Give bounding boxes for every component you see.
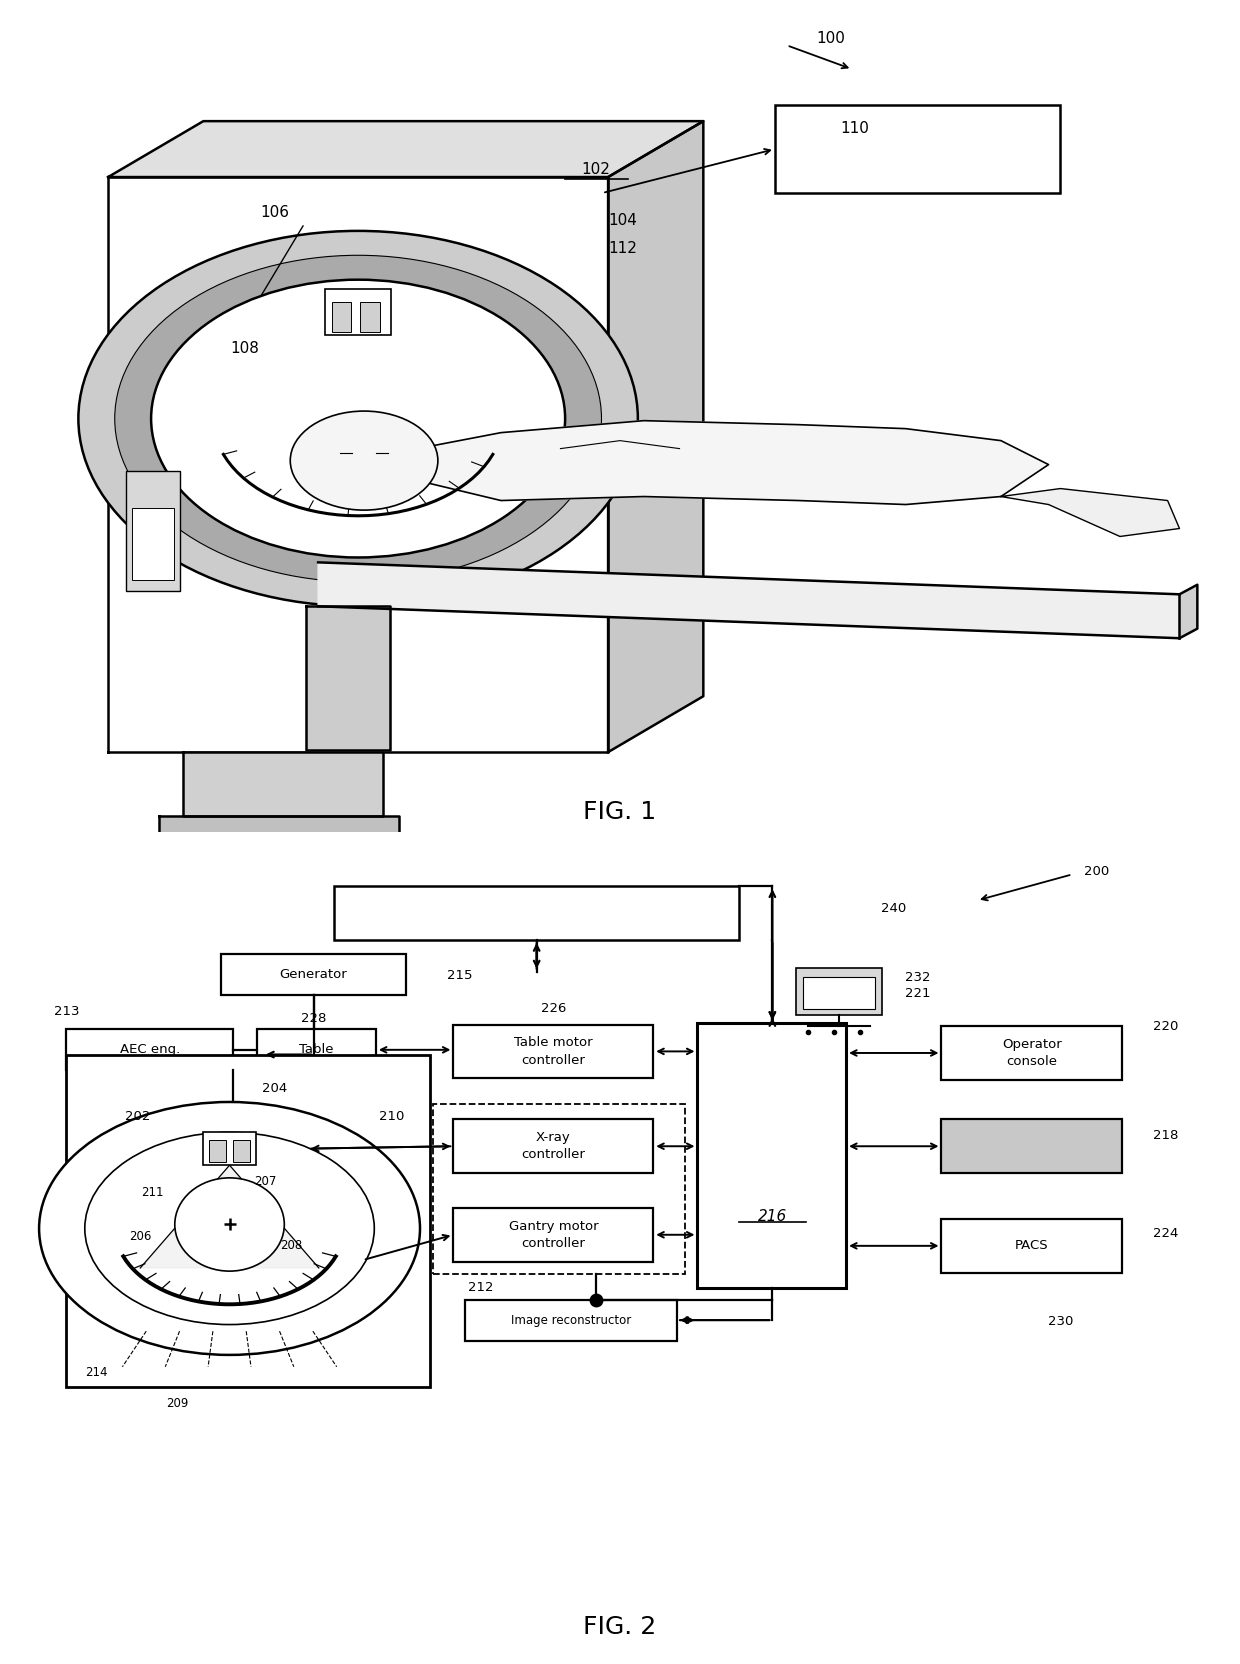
Bar [697,1023,846,1288]
Polygon shape [306,606,389,750]
Polygon shape [1179,584,1198,639]
Bar [433,1105,686,1275]
Text: 207: 207 [254,1175,277,1188]
Text: 224: 224 [1152,1226,1178,1240]
Text: Generator: Generator [279,968,347,982]
Polygon shape [108,121,703,176]
Polygon shape [108,176,608,752]
Polygon shape [184,752,383,815]
Text: console: console [1007,1055,1058,1068]
Text: PACS: PACS [1016,1240,1049,1253]
Bar [465,1300,677,1341]
Text: 213: 213 [53,1005,79,1018]
Text: 200: 200 [1084,865,1109,877]
Text: 212: 212 [467,1281,494,1295]
Text: 211: 211 [141,1186,164,1200]
Text: controller: controller [521,1148,585,1161]
Text: 204: 204 [262,1082,288,1095]
Bar [454,1025,653,1078]
Bar [131,508,174,579]
Bar [221,953,405,995]
Polygon shape [418,421,1049,504]
Text: controller: controller [521,1053,585,1067]
Text: 202: 202 [125,1110,150,1123]
Bar [67,1055,429,1386]
Bar [325,290,392,334]
Bar [796,967,882,1015]
Text: Gantry motor: Gantry motor [508,1220,598,1233]
Bar [941,1120,1122,1173]
Polygon shape [1001,489,1179,536]
Text: 102: 102 [582,161,610,176]
Text: 218: 218 [1152,1128,1178,1142]
Text: 112: 112 [608,241,637,256]
Text: FIG. 1: FIG. 1 [584,800,656,824]
Polygon shape [159,815,399,855]
Text: 240: 240 [882,902,906,915]
Text: 208: 208 [280,1240,303,1253]
Bar [941,1027,1122,1080]
Text: 226: 226 [541,1002,565,1015]
Text: 108: 108 [231,341,259,356]
Bar [332,301,351,333]
Text: 230: 230 [1048,1315,1073,1328]
Bar [210,1140,226,1161]
Polygon shape [608,121,703,752]
Bar [775,105,1060,193]
Text: 215: 215 [446,968,472,982]
Text: 110: 110 [841,121,869,136]
Circle shape [115,255,601,582]
Text: 232: 232 [905,972,930,985]
Text: Table: Table [299,1043,334,1057]
Circle shape [290,411,438,511]
Text: 214: 214 [86,1366,108,1379]
Bar [454,1120,653,1173]
Text: controller: controller [521,1236,585,1250]
Bar [67,1030,233,1070]
Text: 216: 216 [758,1210,787,1225]
Text: Table motor: Table motor [515,1037,593,1050]
Circle shape [84,1132,374,1325]
Circle shape [151,280,565,557]
Text: Image reconstructor: Image reconstructor [511,1313,631,1326]
Text: AEC eng.: AEC eng. [120,1043,180,1057]
Text: 100: 100 [816,32,846,47]
Bar [454,1208,653,1261]
Ellipse shape [175,1178,284,1271]
Bar [203,1132,255,1165]
Text: 221: 221 [905,987,930,1000]
Text: Operator: Operator [1002,1038,1061,1050]
Text: 210: 210 [378,1110,404,1123]
Text: 106: 106 [260,205,289,220]
Bar [361,301,379,333]
Bar [257,1030,376,1070]
Bar [941,1220,1122,1273]
Text: FIG. 2: FIG. 2 [583,1616,657,1639]
Polygon shape [140,1165,319,1268]
Text: 228: 228 [301,1012,327,1025]
Text: X-ray: X-ray [536,1132,570,1145]
Circle shape [40,1102,420,1354]
Bar [126,471,180,591]
Bar [335,887,739,940]
Bar [233,1140,249,1161]
Text: 104: 104 [608,213,637,228]
Circle shape [78,231,637,606]
Text: 220: 220 [1152,1020,1178,1033]
Text: 206: 206 [129,1230,151,1243]
Polygon shape [319,562,1179,639]
Bar [804,977,874,1008]
Text: 209: 209 [166,1398,188,1411]
